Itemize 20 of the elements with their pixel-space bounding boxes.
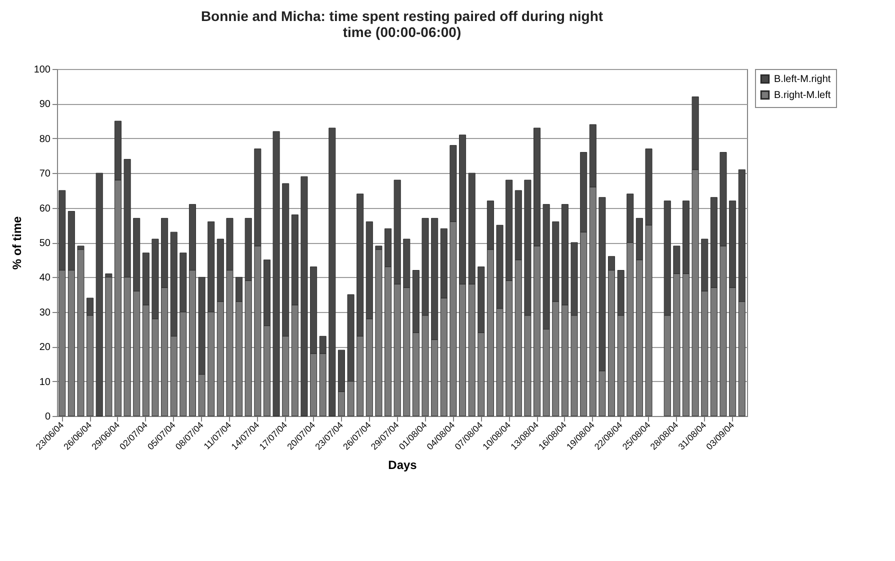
y-tick-label: 60 [39, 203, 51, 214]
x-axis-title: Days [388, 458, 418, 472]
y-tick-label: 100 [34, 64, 51, 76]
y-tick-label: 80 [39, 134, 51, 145]
bar [272, 131, 280, 416]
y-tick-label: 0 [44, 412, 51, 422]
legend-label: B.right-M.left [774, 90, 831, 101]
y-tick-label: 20 [39, 342, 51, 354]
y-tick-label: 70 [39, 168, 51, 180]
bar [96, 172, 103, 416]
y-tick-label: 10 [39, 376, 51, 388]
legend-label: B.left-M.right [774, 74, 831, 85]
bar [300, 176, 308, 416]
y-tick-label: 50 [39, 238, 51, 249]
y-axis-title: % of time [10, 216, 24, 270]
chart-title: Bonnie and Micha: time spent resting paired off during night time (00:00-06:00) [200, 8, 604, 40]
y-tick-label: 30 [39, 307, 51, 318]
y-tick-label: 40 [39, 272, 51, 284]
y-tick-label: 90 [39, 99, 51, 110]
bar [328, 128, 336, 416]
